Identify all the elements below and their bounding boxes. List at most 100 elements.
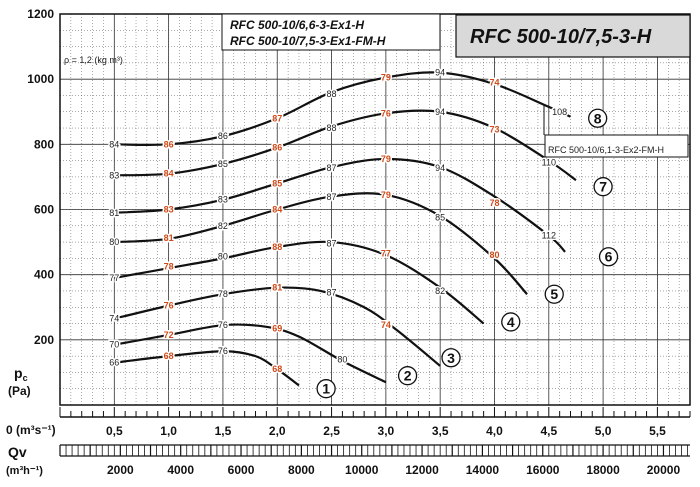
curve-8-marker: 88: [327, 89, 337, 99]
y-axis-unit: (Pa): [8, 384, 31, 398]
curve-8-marker: 108: [552, 107, 567, 117]
m3s-tick-label: 5,0: [595, 424, 612, 438]
curve-6-marker: 83: [218, 195, 228, 205]
grid: [59, 13, 691, 406]
m3s-tick-label: 1,5: [215, 424, 232, 438]
curve-3: [114, 286, 441, 367]
density-note: ρ = 1,2 (kg m³): [64, 55, 123, 65]
x-axis-m3s: 0,5 1,0 1,5 2,0 2,5 3,0 3,5 4,0 4,5 5,0 5,5: [59, 407, 691, 438]
curve-1-marker: 66: [109, 358, 119, 368]
m3h-tick-label: 4000: [167, 463, 194, 477]
curve-1-marker: 68: [164, 351, 174, 361]
curve-7-marker: 94: [435, 107, 445, 117]
m3h-tick-label: 18000: [586, 463, 620, 477]
curve-7-marker: 76: [381, 108, 391, 118]
y-tick-label: 200: [34, 333, 54, 347]
curve-label-6: 6: [605, 249, 613, 265]
m3s-tick-label: 2,5: [323, 424, 340, 438]
x-axis-m3s-label: 0 (m³s⁻¹): [6, 423, 56, 437]
curve-label-circle: [397, 366, 418, 386]
curve-6: [114, 157, 566, 253]
curve-2-marker: 72: [164, 330, 174, 340]
curve-7-marker: 110: [542, 157, 556, 167]
curve-6-marker: 87: [327, 163, 337, 173]
curve-1: [114, 350, 300, 387]
curve-label-circle: [598, 247, 619, 267]
curve-7-marker: 88: [327, 123, 337, 133]
curve-2-marker: 80: [337, 354, 347, 364]
curve-label-circle: [588, 108, 608, 128]
curve-8: [114, 71, 571, 147]
annotation-text: RFC 500-10/6,1-3-Ex2-FM-H: [548, 145, 664, 155]
m3s-tick-label: 3,0: [378, 424, 395, 438]
y-tick-label: 400: [34, 268, 54, 282]
curve-label-circle: [316, 379, 336, 399]
curve-5-marker: 87: [327, 192, 337, 202]
curve-5-marker: 85: [435, 213, 445, 223]
curve-label-2: 2: [404, 368, 412, 384]
curve-4-marker: 82: [435, 286, 445, 296]
curve-7-marker: 83: [109, 170, 119, 180]
curve-5-marker: 81: [164, 233, 174, 243]
curve-2-marker: 69: [272, 323, 282, 333]
curve-6-marker: 83: [164, 205, 174, 215]
curve-1-marker: 76: [218, 346, 228, 356]
y-tick-label: 1200: [27, 7, 54, 21]
curve-4-marker: 80: [218, 252, 228, 262]
m3s-tick-label: 0,5: [106, 424, 123, 438]
curve-4-marker: 87: [327, 239, 337, 249]
curve-7: [114, 109, 577, 182]
m3s-tick-label: 5,5: [649, 424, 666, 438]
x-axis-m3h: 2000 4000 6000 8000 10000 12000 14000 16000 1800…: [59, 444, 690, 477]
model-title-box: [455, 14, 691, 58]
curve-label-3: 3: [447, 350, 455, 366]
curve-7-marker: 86: [272, 143, 282, 153]
curve-6-marker: 79: [381, 154, 391, 164]
curve-8-marker: 79: [381, 73, 391, 83]
m3s-tick-label: 1,0: [160, 424, 177, 438]
curve-8-marker: 94: [435, 68, 445, 78]
curve-3-marker: 78: [218, 289, 228, 299]
curve-7-marker: 73: [489, 125, 499, 135]
curve-label-7: 7: [599, 179, 607, 195]
curve-3-marker: 81: [272, 283, 282, 293]
m3h-tick-label: 6000: [228, 463, 255, 477]
variant-2: RFC 500-10/7,5-3-Ex1-FM-H: [230, 34, 386, 48]
variant-1: RFC 500-10/6,6-3-Ex1-H: [230, 18, 364, 32]
m3s-tick-label: 4,0: [486, 424, 503, 438]
curve-3-marker: 74: [381, 320, 391, 330]
annotation-box: [544, 134, 689, 158]
curve-4-marker: 88: [272, 242, 282, 252]
y-tick-label: 1000: [27, 72, 54, 86]
m3s-tick-label: 4,5: [540, 424, 557, 438]
y-tick-label: 600: [34, 203, 54, 217]
m3h-tick-label: 8000: [288, 463, 315, 477]
curve-6-marker: 78: [489, 198, 499, 208]
x-axis-m3h-label: (m³h⁻¹): [6, 465, 43, 477]
curve-7-marker: 84: [164, 169, 174, 179]
curve-8-marker: 86: [218, 131, 228, 141]
qv-label: Qv: [8, 444, 27, 460]
y-axis-label: pc: [14, 365, 28, 383]
m3h-tick-label: 16000: [526, 463, 560, 477]
curve-5-marker: 84: [272, 205, 282, 215]
m3h-tick-label: 12000: [405, 463, 439, 477]
curve-label-circle: [544, 284, 564, 304]
curve-8-marker: 84: [109, 139, 119, 149]
curve-1-marker: 68: [272, 364, 282, 374]
m3h-tick-label: 14000: [466, 463, 500, 477]
curve-8-marker: 86: [164, 139, 174, 149]
curve-6-marker: 85: [272, 178, 282, 188]
curve-4: [114, 240, 485, 325]
curve-label-circle: [501, 312, 521, 332]
curve-3-marker: 74: [109, 314, 119, 324]
curve-5-marker: 82: [218, 221, 228, 231]
m3h-tick-label: 2000: [107, 463, 134, 477]
m3s-tick-label: 2,0: [269, 424, 286, 438]
m3s-tick-label: 3,5: [432, 424, 449, 438]
curve-5-marker: 80: [109, 237, 119, 247]
curve-8-marker: 74: [489, 77, 499, 87]
y-axis: 200 400 600 800 1000 1200: [27, 7, 54, 347]
